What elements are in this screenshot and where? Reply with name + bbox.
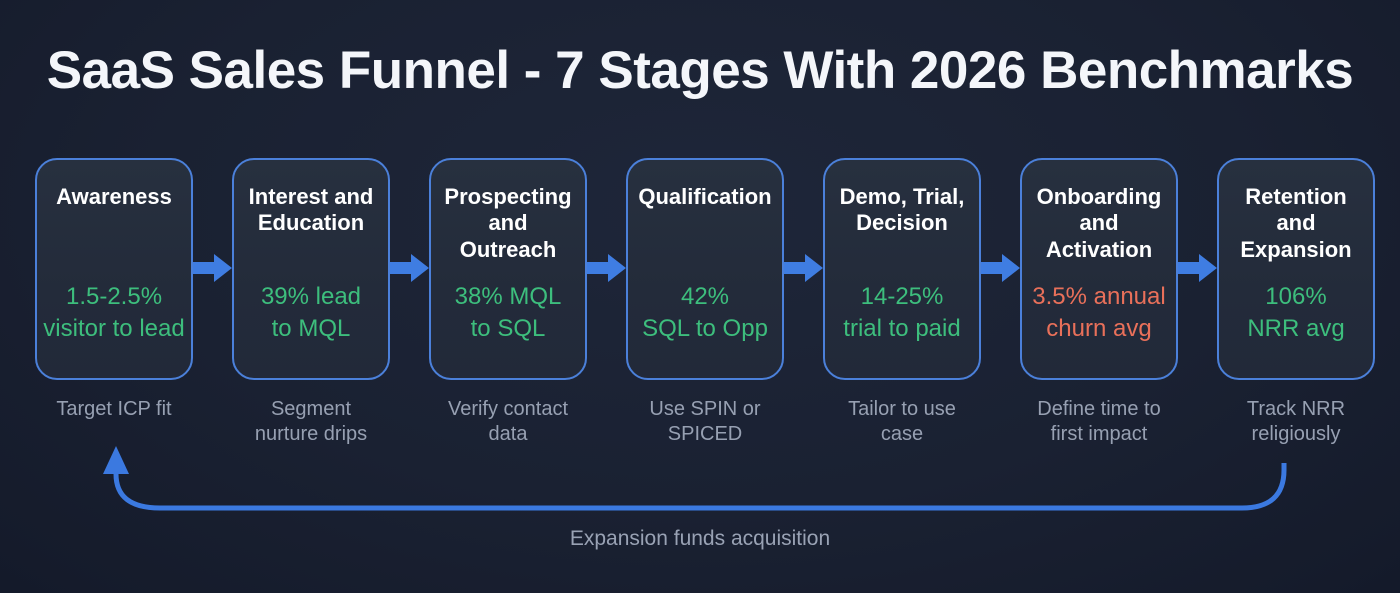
stage-box: Retention and Expansion 106% NRR avg	[1217, 158, 1375, 380]
page-title: SaaS Sales Funnel - 7 Stages With 2026 B…	[46, 41, 1354, 100]
stage-box: Demo, Trial, Decision 14-25% trial to pa…	[823, 158, 981, 380]
stage-title: Interest and Education	[248, 184, 374, 236]
flow-arrow-icon	[981, 251, 1020, 285]
stage-metric: 1.5-2.5% visitor to lead	[43, 283, 185, 342]
metric-wrap: 42% SQL to Opp	[634, 264, 776, 362]
flow-arrow-icon	[193, 251, 232, 285]
stage-box: Prospecting and Outreach 38% MQL to SQL	[429, 158, 587, 380]
metric-wrap: 1.5-2.5% visitor to lead	[43, 264, 185, 362]
stage-metric: 106% NRR avg	[1247, 283, 1345, 342]
stage-title: Awareness	[56, 184, 172, 209]
stage-retention-expansion: Retention and Expansion 106% NRR avg Tra…	[1217, 158, 1375, 447]
stage-metric: 3.5% annual churn avg	[1032, 283, 1166, 342]
flow-arrow-icon	[1178, 251, 1217, 285]
metric-wrap: 14-25% trial to paid	[831, 264, 973, 362]
stage-onboarding-activation: Onboarding and Activation 3.5% annual ch…	[1020, 158, 1178, 447]
stage-qualification: Qualification 42% SQL to Opp Use SPIN or…	[626, 158, 784, 447]
stage-caption: Verify contact data	[447, 398, 569, 445]
stage-prospecting-outreach: Prospecting and Outreach 38% MQL to SQL …	[429, 158, 587, 447]
flow-arrow-icon	[587, 251, 626, 285]
stage-title: Qualification	[638, 184, 772, 209]
funnel-stages-row: Awareness 1.5-2.5% visitor to lead Targe…	[35, 158, 1375, 447]
stage-metric: 14-25% trial to paid	[843, 283, 961, 342]
stage-caption: Track NRR religiously	[1246, 398, 1346, 445]
stage-interest-education: Interest and Education 39% lead to MQL S…	[232, 158, 390, 447]
stage-title: Retention and Expansion	[1240, 184, 1352, 262]
stage-box: Interest and Education 39% lead to MQL	[232, 158, 390, 380]
stage-caption: Segment nurture drips	[254, 398, 368, 445]
stage-box: Qualification 42% SQL to Opp	[626, 158, 784, 380]
stage-title: Prospecting and Outreach	[444, 184, 572, 262]
metric-wrap: 39% lead to MQL	[240, 264, 382, 362]
metric-wrap: 106% NRR avg	[1225, 264, 1367, 362]
stage-demo-trial-decision: Demo, Trial, Decision 14-25% trial to pa…	[823, 158, 981, 447]
metric-wrap: 3.5% annual churn avg	[1028, 264, 1170, 362]
stage-box: Awareness 1.5-2.5% visitor to lead	[35, 158, 193, 380]
flow-arrow-icon	[784, 251, 823, 285]
stage-box: Onboarding and Activation 3.5% annual ch…	[1020, 158, 1178, 380]
stage-metric: 39% lead to MQL	[260, 283, 362, 342]
flow-arrow-icon	[390, 251, 429, 285]
stage-caption: Target ICP fit	[56, 398, 172, 420]
loop-label: Expansion funds acquisition	[569, 527, 831, 550]
stage-metric: 38% MQL to SQL	[454, 283, 562, 342]
metric-wrap: 38% MQL to SQL	[437, 264, 579, 362]
stage-caption: Define time to first impact	[1037, 398, 1161, 445]
stage-metric: 42% SQL to Opp	[642, 283, 768, 342]
stage-awareness: Awareness 1.5-2.5% visitor to lead Targe…	[35, 158, 193, 447]
stage-caption: Tailor to use case	[848, 398, 956, 445]
loop-arrowhead-icon	[103, 446, 129, 474]
stage-caption: Use SPIN or SPICED	[649, 398, 761, 445]
stage-title: Onboarding and Activation	[1036, 184, 1162, 262]
stage-title: Demo, Trial, Decision	[839, 184, 965, 236]
